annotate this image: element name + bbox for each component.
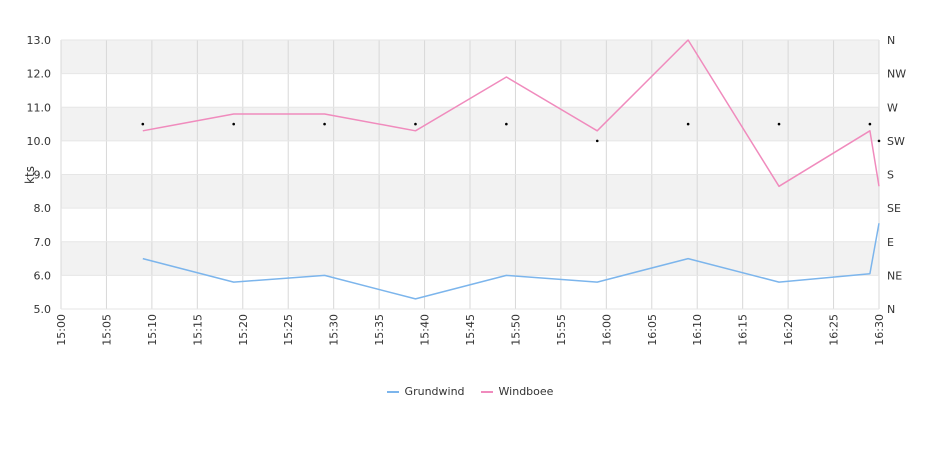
y2-tick-label: S [887, 169, 894, 182]
series-line-grundwind [142, 223, 880, 300]
direction-point [777, 122, 781, 126]
x-tick-label: 15:35 [373, 314, 386, 346]
y2-tick-label: N [887, 34, 895, 47]
y-tick-label: 9.0 [34, 169, 52, 182]
x-tick-label: 15:15 [191, 314, 204, 346]
y2-tick-label: W [887, 101, 898, 114]
y-tick-label: 8.0 [34, 202, 52, 215]
y-tick-label: 7.0 [34, 236, 52, 249]
y2-tick-label: SW [887, 135, 905, 148]
direction-point [141, 122, 145, 126]
y2-axis-ticks: N NE E SE S SW W NW N [887, 34, 906, 316]
direction-point [595, 139, 599, 143]
x-tick-label: 16:20 [782, 314, 795, 346]
legend-swatch-grundwind [386, 390, 399, 393]
horizontal-grid [61, 39, 879, 310]
direction-point [323, 122, 326, 126]
y2-tick-label: SE [887, 202, 901, 215]
y-axis-label: kts [23, 166, 37, 184]
direction-point [877, 139, 881, 143]
x-tick-label: 15:50 [509, 314, 522, 346]
x-tick-label: 16:30 [873, 314, 886, 346]
legend-swatch-windboee [480, 390, 493, 393]
y2-tick-label: NE [887, 269, 902, 282]
x-tick-label: 15:05 [100, 314, 113, 346]
direction-point [686, 122, 690, 126]
legend: Grundwind Windboee [0, 385, 940, 398]
x-tick-label: 15:20 [237, 314, 250, 346]
y-tick-label: 11.0 [27, 101, 52, 114]
y-axis-ticks: 5.0 6.0 7.0 8.0 9.0 10.0 11.0 12.0 13.0 [27, 34, 52, 316]
x-tick-label: 15:40 [419, 314, 432, 346]
wind-chart: 5.0 6.0 7.0 8.0 9.0 10.0 11.0 12.0 13.0 N NE E SE S S… [23, 34, 906, 346]
x-tick-label: 15:25 [282, 314, 295, 346]
x-tick-label: 15:45 [464, 314, 477, 346]
x-tick-label: 15:30 [328, 314, 341, 346]
direction-point [232, 122, 235, 126]
x-tick-label: 16:25 [828, 314, 841, 346]
x-tick-label: 16:00 [600, 314, 613, 346]
legend-item-windboee[interactable]: Windboee [480, 385, 554, 398]
direction-point [414, 122, 417, 126]
x-tick-label: 16:10 [691, 314, 704, 346]
direction-points [141, 122, 881, 143]
y2-tick-label: E [887, 236, 894, 249]
legend-label-windboee: Windboee [498, 385, 554, 398]
x-tick-label: 15:55 [555, 314, 568, 346]
direction-point [505, 122, 508, 126]
y2-tick-label: N [887, 303, 895, 316]
x-tick-label: 15:00 [55, 314, 68, 346]
y-tick-label: 13.0 [27, 34, 52, 47]
y2-tick-label: NW [887, 68, 906, 81]
series-lines [142, 39, 880, 300]
y-tick-label: 10.0 [27, 135, 52, 148]
x-axis-ticks: 15:00 15:05 15:10 15:15 15:20 15:25 15:30 15:35… [55, 314, 886, 346]
x-tick-label: 16:05 [646, 314, 659, 346]
direction-point [868, 122, 872, 126]
series-line-windboee [142, 39, 880, 188]
y-tick-label: 12.0 [27, 68, 52, 81]
legend-item-grundwind[interactable]: Grundwind [386, 385, 465, 398]
x-tick-label: 15:10 [146, 314, 159, 346]
y-tick-label: 6.0 [34, 269, 52, 282]
x-tick-label: 16:15 [737, 314, 750, 346]
y-tick-label: 5.0 [34, 303, 52, 316]
legend-label-grundwind: Grundwind [404, 385, 465, 398]
